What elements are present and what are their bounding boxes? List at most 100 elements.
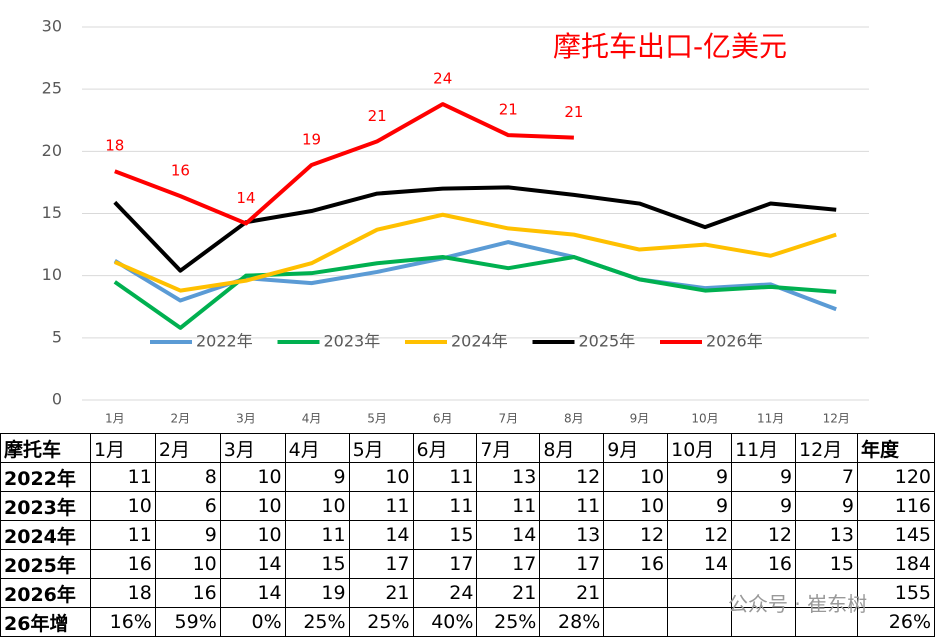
x-tick-label: 4月 <box>302 412 322 426</box>
table-cell: 24 <box>412 578 478 608</box>
table-cell: 11 <box>348 491 414 521</box>
table-cell <box>795 578 858 608</box>
table-cell: 9 <box>284 462 350 492</box>
table-cell: 年度 <box>856 433 935 463</box>
table-cell: 7 <box>795 462 858 492</box>
x-tick-label: 10月 <box>691 412 718 426</box>
table-cell: 6 <box>154 491 221 521</box>
table-cell: 25% <box>476 607 541 637</box>
series-line <box>113 255 837 330</box>
table-cell: 11 <box>284 520 350 550</box>
table-cell: 8月 <box>539 433 605 463</box>
table-cell: 11 <box>539 491 605 521</box>
legend-label: 2022年 <box>196 332 253 351</box>
data-table: 摩托车 1月 2月 3月 4月 5月 6月 7月 8月 9月 10月 11月 12月 年度 2022年 11 8… <box>0 433 935 637</box>
table-cell: 5月 <box>348 433 414 463</box>
table-cell <box>731 578 797 608</box>
x-tick-label: 5月 <box>367 412 387 426</box>
table-cell: 11 <box>89 520 156 550</box>
table-cell: 17 <box>539 549 605 579</box>
x-tick-label: 3月 <box>236 412 256 426</box>
table-cell: 16 <box>603 549 669 579</box>
table-cell: 21 <box>539 578 605 608</box>
table-cell: 28% <box>539 607 605 637</box>
x-tick-label: 2月 <box>171 412 191 426</box>
table-cell: 11 <box>412 462 478 492</box>
table-cell: 10 <box>219 491 286 521</box>
legend-label: 2023年 <box>324 332 381 351</box>
table-cell: 0% <box>219 607 286 637</box>
y-tick-label: 10 <box>42 265 62 284</box>
table-cell: 10 <box>348 462 414 492</box>
table-cell: 10 <box>89 491 156 521</box>
table-cell: 16 <box>731 549 797 579</box>
table-cell: 13 <box>476 462 541 492</box>
table-cell <box>603 607 669 637</box>
y-tick-label: 30 <box>42 17 62 36</box>
table-cell: 10 <box>603 462 669 492</box>
series-line <box>114 102 574 226</box>
table-cell: 10 <box>154 549 221 579</box>
table-cell: 25% <box>284 607 350 637</box>
table-cell: 8 <box>154 462 221 492</box>
chart: 摩托车出口-亿美元 0 5 10 15 20 25 30 1月 2月 3月 4月 5月 6月 7月 8月 9月… <box>42 17 869 426</box>
table-cell: 9 <box>154 520 221 550</box>
series-line <box>113 212 837 293</box>
x-tick-label: 6月 <box>433 412 453 426</box>
table-cell: 13 <box>539 520 605 550</box>
y-tick-label: 0 <box>52 390 62 409</box>
table-cell: 14 <box>667 549 733 579</box>
table-cell: 12 <box>731 520 797 550</box>
table-cell: 16 <box>154 578 221 608</box>
table-cell: 摩托车 <box>0 433 91 463</box>
x-tick-label: 7月 <box>498 412 518 426</box>
table-cell: 19 <box>284 578 350 608</box>
table-cell <box>603 578 669 608</box>
table-row: 2024年 11 9 10 11 14 15 14 13 12 12 12 13 145 <box>0 520 935 550</box>
x-tick-label: 1月 <box>105 412 125 426</box>
table-cell: 15 <box>412 520 478 550</box>
table-cell: 9月 <box>603 433 669 463</box>
table-cell: 12 <box>667 520 733 550</box>
data-label: 21 <box>368 107 387 125</box>
table-cell <box>731 607 797 637</box>
y-tick-label: 15 <box>42 203 62 222</box>
table-cell: 11 <box>412 491 478 521</box>
table-cell: 9 <box>731 491 797 521</box>
legend-label: 2024年 <box>451 332 508 351</box>
chart-title: 摩托车出口-亿美元 <box>553 30 787 63</box>
table-cell: 2025年 <box>0 549 91 579</box>
table-cell: 26% <box>856 607 935 637</box>
data-label: 19 <box>302 131 321 149</box>
table-cell: 21 <box>476 578 541 608</box>
watermark: 公众号 · 崔东树 <box>728 592 868 616</box>
table-cell: 15 <box>284 549 350 579</box>
table-cell: 10 <box>603 491 669 521</box>
table-row: 摩托车 1月 2月 3月 4月 5月 6月 7月 8月 9月 10月 11月 12月 年度 <box>0 433 935 463</box>
table-cell: 14 <box>348 520 414 550</box>
x-tick-label: 9月 <box>630 412 650 426</box>
table-cell: 7月 <box>476 433 541 463</box>
table-cell: 15 <box>795 549 858 579</box>
data-label: 16 <box>171 162 190 180</box>
y-tick-label: 25 <box>42 79 62 98</box>
legend-label: 2025年 <box>579 332 636 351</box>
table-cell: 2022年 <box>0 462 91 492</box>
data-label: 21 <box>564 103 583 121</box>
table-cell: 16% <box>89 607 156 637</box>
table-cell: 3月 <box>219 433 286 463</box>
data-label: 24 <box>433 70 452 88</box>
table-cell: 6月 <box>412 433 478 463</box>
table-cell: 16 <box>89 549 156 579</box>
table-cell: 9 <box>731 462 797 492</box>
table-cell: 13 <box>795 520 858 550</box>
table-cell <box>667 607 733 637</box>
table-cell <box>795 607 858 637</box>
data-label: 18 <box>105 137 124 155</box>
table-cell: 17 <box>412 549 478 579</box>
table-cell: 14 <box>219 549 286 579</box>
table-cell: 9 <box>667 462 733 492</box>
table-cell: 2024年 <box>0 520 91 550</box>
table-cell: 11 <box>89 462 156 492</box>
table-cell: 11月 <box>731 433 797 463</box>
